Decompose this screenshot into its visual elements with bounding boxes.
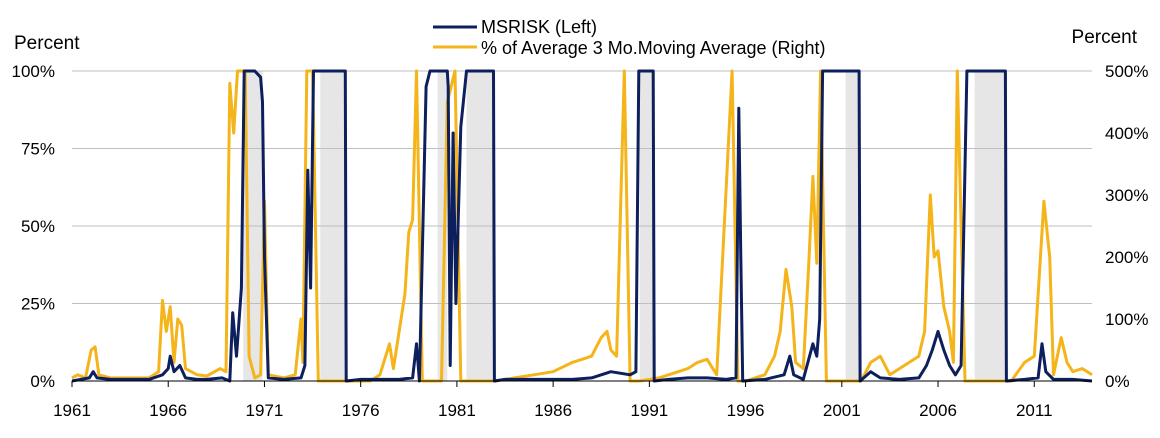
x-tick-label: 1996 [727, 401, 765, 420]
x-tick-label: 1976 [342, 401, 380, 420]
x-tick-label: 1991 [630, 401, 668, 420]
series-line-msrisk [71, 69, 1093, 383]
x-tick-label: 2011 [1016, 401, 1053, 420]
x-tick-label: 1986 [534, 401, 572, 420]
series-line-avg-3mo-moving-average [71, 69, 1093, 383]
x-tick-label: 1981 [438, 401, 476, 420]
left-axis-unit: Percent [14, 33, 80, 54]
x-tick-label: 1961 [53, 401, 91, 420]
x-tick-label: 1971 [246, 401, 284, 420]
left-tick-label: 25% [21, 295, 55, 314]
right-axis-unit: Percent [1072, 27, 1138, 48]
left-tick-label: 0% [30, 372, 55, 391]
x-tick-label: 2001 [823, 401, 861, 420]
x-tick-label: 1966 [149, 401, 187, 420]
left-tick-label: 50% [21, 217, 55, 236]
left-tick-label: 75% [21, 140, 55, 159]
right-tick-label: 0% [1105, 372, 1130, 391]
right-tick-label: 200% [1105, 248, 1148, 267]
legend-label-avg: % of Average 3 Mo.Moving Average (Right) [481, 38, 826, 58]
right-tick-label: 400% [1105, 124, 1148, 143]
legend: MSRISK (Left) % of Average 3 Mo.Moving A… [433, 17, 826, 58]
series-layer [71, 69, 1093, 383]
right-tick-label: 100% [1105, 310, 1148, 329]
right-tick-label: 300% [1105, 186, 1148, 205]
x-axis-ticks: 1961 1966 1971 1976 1981 1986 1991 1996 2001 2006… [53, 381, 1053, 420]
legend-label-msrisk: MSRISK (Left) [481, 17, 597, 37]
right-tick-label: 500% [1105, 62, 1148, 81]
x-tick-label: 2006 [919, 401, 957, 420]
left-tick-label: 100% [12, 62, 55, 81]
right-axis-ticks: 0% 100% 200% 300% 400% 500% [1105, 62, 1148, 391]
left-axis-ticks: 0% 25% 50% 75% 100% [12, 62, 55, 391]
